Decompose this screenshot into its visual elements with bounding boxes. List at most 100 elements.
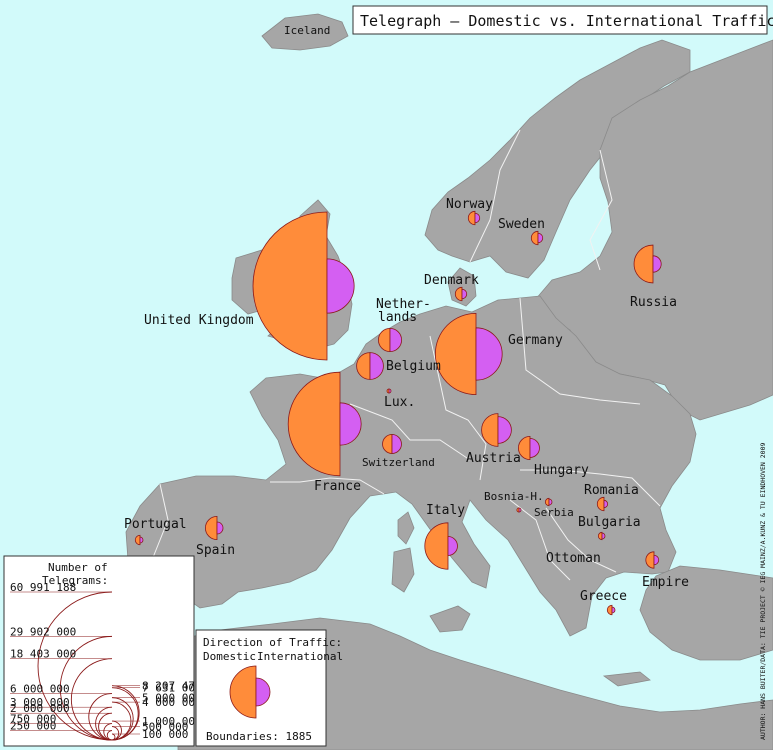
symbol-united-kingdom [252, 211, 355, 361]
international-half-russia [652, 255, 662, 273]
domestic-half-hungary [518, 435, 531, 461]
domestic-half-spain [205, 515, 218, 541]
international-half-sweden [537, 232, 544, 244]
label-germany: Germany [508, 333, 563, 348]
symbol-luxembourg [386, 388, 392, 394]
size-legend-left-values: 60 991 188 29 902 000 18 403 000 6 000 0003… [10, 581, 76, 733]
symbol-sweden [530, 230, 544, 246]
symbol-denmark [454, 286, 468, 302]
label-united-kingdom: United Kingdom [144, 313, 254, 328]
domestic-half-italy [424, 522, 449, 570]
international-half-bosnia-h [518, 507, 522, 513]
international-half-bulgaria [601, 532, 606, 540]
size-legend-right-value: 5 000 000 [142, 692, 202, 705]
label-austria: Austria [466, 451, 521, 466]
label-sweden: Sweden [498, 217, 545, 232]
symbol-norway [467, 210, 481, 226]
traffic-symbols [134, 210, 662, 616]
land-iceland [261, 13, 349, 51]
domestic-half-russia [633, 244, 654, 284]
label-italy: Italy [426, 503, 465, 518]
title-box [352, 5, 768, 35]
domestic-half-romania [596, 496, 605, 512]
land-corsica [397, 511, 415, 545]
domestic-half-netherlands [378, 327, 391, 353]
size-legend-left-value: 18 403 000 [10, 648, 76, 661]
symbol-serbia [544, 497, 553, 507]
label-portugal: Portugal [124, 517, 187, 532]
size-legend-left-arc [70, 658, 113, 741]
domestic-half-denmark [454, 286, 463, 302]
size-legend-left-value: 6 000 000 [10, 683, 70, 696]
size-legend-left-value: 2 000 000 [10, 702, 70, 715]
international-half-serbia [548, 498, 553, 506]
domestic-half-norway [467, 210, 476, 226]
symbol-greece [606, 604, 616, 616]
symbol-austria [481, 413, 512, 447]
size-legend-box [3, 555, 195, 747]
domestic-half-france [287, 371, 341, 477]
label-norway: Norway [446, 197, 493, 212]
international-half-ottoman-empire [653, 554, 660, 566]
domestic-half-greece [606, 604, 613, 616]
size-legend-heading-2: Telegrams: [42, 574, 108, 587]
symbol-netherlands [378, 327, 402, 353]
international-half-romania [603, 499, 609, 509]
borders [151, 129, 661, 581]
symbol-italy [424, 522, 458, 570]
domestic-half-portugal [134, 534, 141, 546]
label-belgium: Belgium [386, 359, 441, 374]
size-legend-left-arc [59, 635, 113, 741]
domestic-half-bulgaria [597, 531, 603, 541]
size-legend-right-value: 500 000 [142, 721, 188, 734]
symbol-portugal [134, 534, 144, 546]
size-legend-right-value: 100 000 [142, 728, 188, 741]
international-half-italy [447, 536, 458, 556]
land-sardinia [391, 547, 415, 593]
international-half-denmark [461, 288, 468, 300]
size-legend-left-value: 60 991 188 [10, 581, 76, 594]
direction-legend-domestic: Domestic [203, 650, 256, 663]
direction-legend-international: International [257, 650, 343, 663]
international-half-belgium [369, 352, 384, 380]
symbol-spain [205, 515, 224, 541]
domestic-half-austria [481, 413, 499, 447]
domestic-half-germany [435, 312, 477, 396]
label-netherlands-1: Nether- [376, 297, 431, 312]
land-anatolia [639, 565, 773, 661]
international-half-spain [216, 521, 224, 535]
label-switzerland: Switzerland [362, 456, 435, 469]
international-half-netherlands [389, 327, 402, 353]
international-half-luxembourg [388, 388, 392, 394]
domestic-half-serbia [544, 497, 550, 507]
land-sicily [429, 605, 471, 633]
direction-legend-international-half [255, 677, 271, 707]
label-spain: Spain [196, 543, 235, 558]
size-legend-right-value: 7 631 000 [142, 682, 202, 695]
label-iceland: Iceland [284, 24, 330, 37]
label-denmark: Denmark [424, 273, 479, 288]
size-legend-left-arc [98, 712, 113, 741]
international-half-germany [475, 327, 503, 381]
country-labels: Iceland Norway Sweden Denmark Russia Net… [124, 24, 689, 604]
international-half-norway [474, 212, 481, 224]
international-half-switzerland [391, 434, 402, 454]
international-half-austria [497, 416, 512, 444]
size-legend-right-value: 1 000 000 [142, 715, 202, 728]
size-legend-right-value: 4 000 000 [142, 696, 202, 709]
label-romania: Romania [584, 483, 639, 498]
label-france: France [314, 479, 361, 494]
international-half-hungary [529, 438, 540, 458]
domestic-half-switzerland [382, 434, 393, 454]
map-title: Telegraph — Domestic vs. International T… [360, 12, 773, 30]
label-ottoman: Ottoman [546, 551, 601, 566]
size-legend-circles [10, 591, 140, 741]
size-legend-right-value: 8 207 475 [142, 680, 202, 693]
domestic-half-sweden [530, 230, 539, 246]
symbol-russia [633, 244, 662, 284]
label-bosnia: Bosnia-H. [484, 490, 544, 503]
direction-legend-domestic-half [229, 665, 257, 719]
domestic-half-united-kingdom [252, 211, 328, 361]
